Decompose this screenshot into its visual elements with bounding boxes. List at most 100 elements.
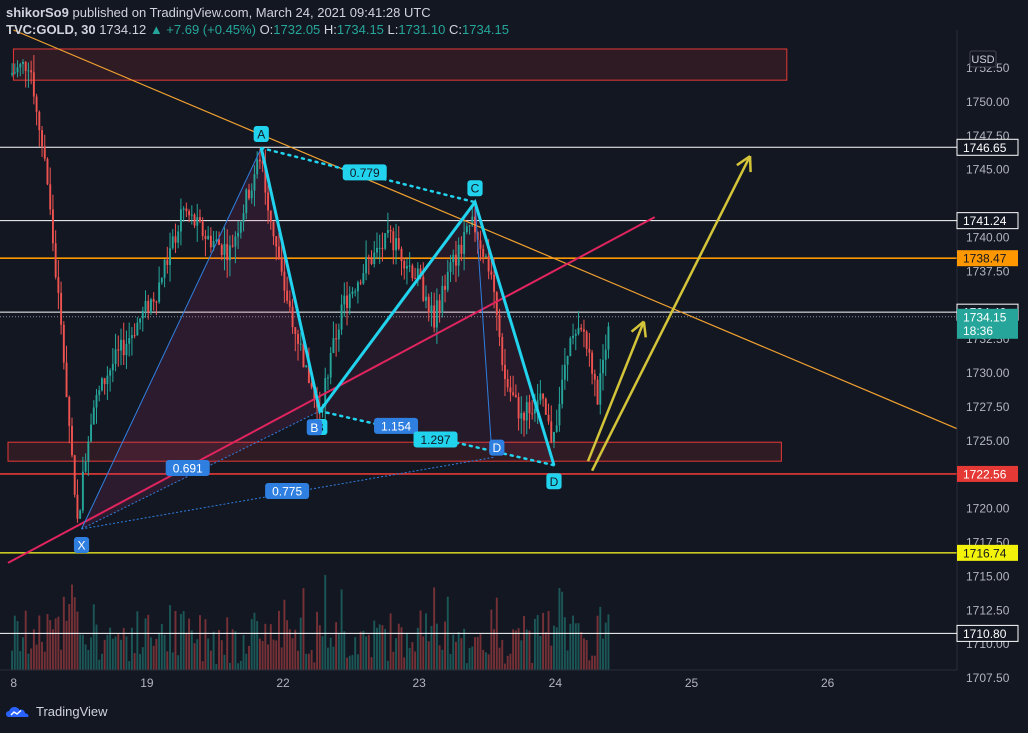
candle xyxy=(495,292,498,316)
level-badge-1746.65 xyxy=(956,138,1019,156)
volume-bar xyxy=(103,639,106,670)
point-X-bg xyxy=(73,536,90,553)
candle xyxy=(95,394,98,408)
tradingview-cloud-icon xyxy=(6,706,29,717)
candle xyxy=(542,393,545,399)
candle xyxy=(286,290,289,301)
volume-bar xyxy=(465,663,468,670)
candle xyxy=(280,258,283,272)
level-badge-1716.74 xyxy=(957,544,1018,561)
volume-bar xyxy=(264,623,267,670)
point-D: D xyxy=(550,475,559,489)
candle xyxy=(422,276,425,301)
time-tick: 23 xyxy=(413,676,427,690)
trendlines xyxy=(7,29,958,564)
candle xyxy=(258,159,261,162)
volume-bar xyxy=(27,653,30,670)
candle xyxy=(68,397,71,426)
candle xyxy=(261,161,264,164)
candle xyxy=(356,282,359,292)
publish-info: shikorSo9 published on TradingView.com, … xyxy=(6,5,431,20)
candle xyxy=(523,412,525,421)
volume-bar xyxy=(414,651,417,670)
volume-bar xyxy=(60,649,63,670)
volume-bar xyxy=(155,638,158,670)
candle xyxy=(277,246,280,259)
volume-bar xyxy=(158,632,161,670)
candle xyxy=(582,329,585,332)
volume-bar xyxy=(13,615,16,670)
candle xyxy=(525,402,528,421)
candle xyxy=(120,339,122,351)
volume-bar xyxy=(572,615,574,670)
candle xyxy=(11,73,14,75)
candle xyxy=(310,383,313,388)
candle xyxy=(405,265,408,269)
volume-bar xyxy=(561,591,564,670)
time-axis[interactable]: 8 19 22 23 24 25 26 xyxy=(0,669,957,690)
volume-bar xyxy=(514,630,517,670)
volume-bar xyxy=(512,629,515,670)
symbol-label[interactable]: TVC:GOLD, 30 xyxy=(6,22,96,37)
volume-bar xyxy=(604,622,607,670)
volume-bar xyxy=(354,637,357,670)
volume-bar xyxy=(261,640,264,670)
tradingview-logo[interactable]: TradingView xyxy=(6,704,108,719)
candle xyxy=(346,295,348,308)
volume-bar xyxy=(449,653,452,670)
volume-bar xyxy=(237,663,240,670)
volume-bar xyxy=(427,641,430,670)
candle xyxy=(305,365,308,368)
low-label: L: xyxy=(387,22,399,37)
volume-bar xyxy=(365,636,368,670)
volume-bar xyxy=(582,638,585,670)
volume-bar xyxy=(81,634,84,670)
candle xyxy=(471,216,474,226)
volume-bar xyxy=(498,647,501,670)
volume-bar xyxy=(130,627,133,670)
volume-bar xyxy=(318,625,321,670)
candle xyxy=(520,412,523,419)
candle xyxy=(425,296,427,301)
candle xyxy=(337,329,340,340)
volume-bar xyxy=(136,611,139,670)
candle xyxy=(444,285,447,290)
candle xyxy=(596,379,599,405)
volume-bar xyxy=(38,615,41,670)
candle xyxy=(580,327,583,330)
candle xyxy=(27,70,30,72)
candlesticks xyxy=(11,54,610,523)
volume-bar xyxy=(607,614,610,670)
candle xyxy=(419,268,422,277)
candle xyxy=(566,356,569,365)
volume-bar xyxy=(11,650,14,670)
price-tick: 1715.00 xyxy=(966,569,1010,583)
volume-bar xyxy=(539,635,542,670)
volume-bar xyxy=(218,629,220,670)
price-axis[interactable]: 1752.501750.001747.501745.001740.001737.… xyxy=(956,30,1028,685)
volume-bar xyxy=(166,651,169,670)
high-label: H: xyxy=(323,22,337,37)
volume-bar xyxy=(231,629,234,670)
volume-bar xyxy=(430,625,433,670)
arrow-head xyxy=(642,321,647,338)
candle xyxy=(128,338,131,344)
ratio-0.691: 0.691 xyxy=(173,461,203,475)
candle xyxy=(531,413,534,415)
open-label: O: xyxy=(259,22,274,37)
volume-bar xyxy=(220,640,223,670)
volume-bar xyxy=(438,645,441,670)
zone-1 xyxy=(7,441,782,462)
candle xyxy=(468,225,471,227)
candle xyxy=(98,390,101,395)
volume-bar xyxy=(193,643,196,670)
candle xyxy=(90,424,93,442)
volume-bar xyxy=(133,652,136,670)
candle xyxy=(528,402,531,414)
candle xyxy=(234,236,237,247)
unit-label: USD xyxy=(971,54,994,66)
volume-bar xyxy=(305,653,308,670)
volume-bar xyxy=(468,647,471,670)
close-label: C: xyxy=(449,22,463,37)
